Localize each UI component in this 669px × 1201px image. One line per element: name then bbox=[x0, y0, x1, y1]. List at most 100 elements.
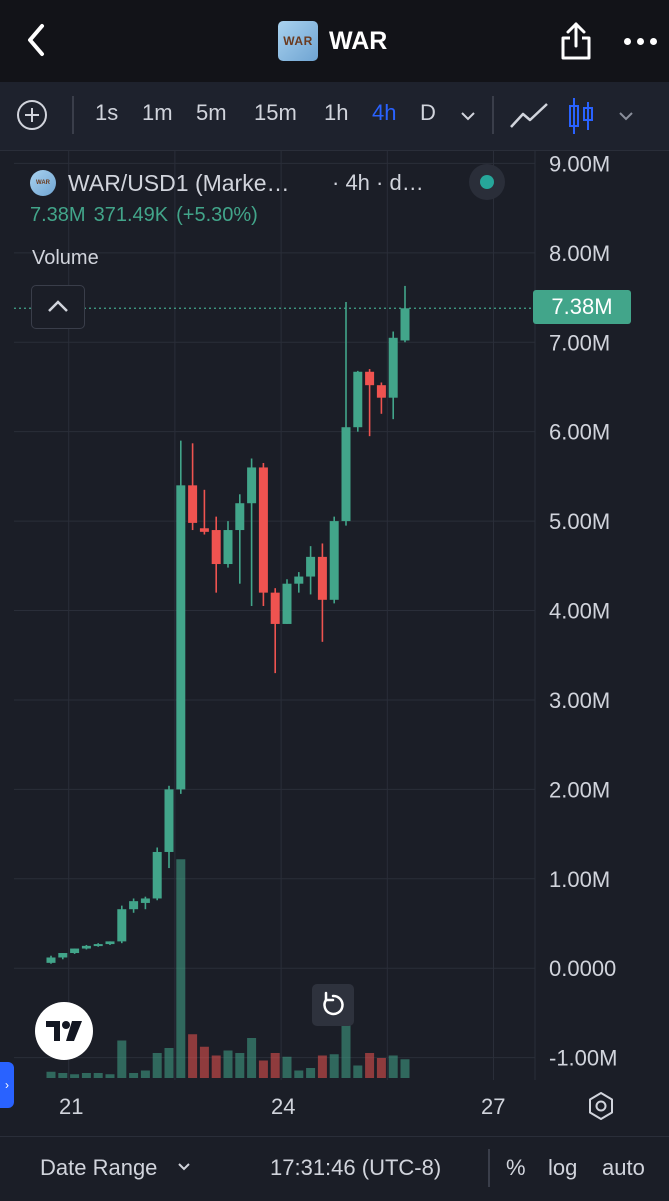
volume-bar bbox=[211, 1055, 221, 1078]
chevron-right-icon: › bbox=[5, 1078, 9, 1092]
interval-5m[interactable]: 5m bbox=[196, 100, 227, 125]
volume-label: Volume bbox=[32, 247, 99, 269]
volume-bar bbox=[329, 1054, 339, 1078]
candle-body bbox=[329, 521, 339, 600]
y-axis-tick: 3.00M bbox=[549, 688, 610, 713]
interval-d[interactable]: D bbox=[420, 100, 436, 125]
token-title: WAR WAR bbox=[278, 20, 387, 62]
price-summary: 7.38M 371.49K (+5.30%) bbox=[30, 204, 424, 227]
volume-bar bbox=[188, 1034, 198, 1078]
candle-body bbox=[188, 485, 198, 523]
candle-body bbox=[46, 957, 56, 963]
volume-bar bbox=[247, 1038, 257, 1078]
y-axis-tick: -1.00M bbox=[549, 1046, 617, 1071]
y-axis-tick: 4.00M bbox=[549, 599, 610, 624]
date-range-chevron-icon[interactable] bbox=[176, 1159, 192, 1175]
price-change: 371.49K bbox=[93, 204, 169, 226]
candle-body bbox=[58, 953, 68, 958]
candle-body bbox=[400, 308, 410, 341]
more-options-icon[interactable] bbox=[620, 24, 660, 58]
interval-1s[interactable]: 1s bbox=[95, 100, 119, 125]
volume-bar bbox=[81, 1073, 91, 1078]
candles-chart-icon[interactable] bbox=[566, 96, 596, 136]
reset-icon bbox=[323, 991, 344, 1016]
line-chart-icon[interactable] bbox=[508, 100, 550, 132]
status-dot bbox=[480, 175, 494, 189]
volume-bar bbox=[235, 1053, 245, 1078]
candle-body bbox=[223, 530, 233, 565]
market-status-indicator[interactable] bbox=[469, 164, 505, 200]
collapse-legend-button[interactable] bbox=[31, 285, 85, 329]
candle-body bbox=[294, 576, 304, 584]
side-panel-toggle[interactable]: › bbox=[0, 1062, 14, 1108]
candle-body bbox=[140, 898, 150, 903]
candle-body bbox=[117, 909, 127, 942]
bottom-bar: Date Range 17:31:46 (UTC-8) % log auto bbox=[0, 1136, 669, 1201]
candle-body bbox=[282, 583, 292, 624]
symbol-meta: · 4h · d… bbox=[332, 170, 424, 195]
candle-body bbox=[199, 528, 209, 532]
volume-bar bbox=[258, 1060, 268, 1078]
token-logo: WAR bbox=[278, 21, 318, 61]
interval-15m[interactable]: 15m bbox=[254, 100, 297, 125]
volume-bar bbox=[58, 1073, 68, 1078]
volume-bar bbox=[388, 1055, 398, 1078]
tradingview-logo-icon[interactable] bbox=[35, 1002, 93, 1060]
candle-body bbox=[105, 941, 115, 945]
timezone-clock[interactable]: 17:31:46 (UTC-8) bbox=[270, 1155, 442, 1180]
candle-body bbox=[235, 503, 245, 531]
candle-body bbox=[376, 385, 386, 398]
candle-body bbox=[306, 556, 316, 577]
volume-bar bbox=[306, 1068, 316, 1078]
share-icon[interactable] bbox=[558, 20, 594, 62]
candle-body bbox=[365, 371, 375, 386]
candle-body bbox=[353, 371, 363, 428]
top-bar: WAR WAR bbox=[0, 0, 669, 82]
candle-body bbox=[93, 944, 103, 947]
candle-body bbox=[70, 948, 80, 954]
candle-body bbox=[129, 901, 139, 910]
candlestick-chart[interactable]: 9.00M 8.00M 7.00M 6.00M 5.00M 4.00M 3.00M 2.00M… bbox=[0, 150, 669, 1085]
log-scale-toggle[interactable]: log bbox=[548, 1155, 578, 1180]
reset-chart-button[interactable] bbox=[312, 984, 354, 1026]
volume-bar bbox=[117, 1040, 127, 1078]
volume-bar bbox=[176, 859, 186, 1078]
chart-toolbar: 1s 1m 5m 15m 1h 4h D bbox=[0, 82, 669, 151]
volume-bar bbox=[129, 1073, 139, 1078]
interval-1h[interactable]: 1h bbox=[324, 100, 349, 125]
volume-bar bbox=[376, 1058, 386, 1078]
symbol-name[interactable]: WAR/USD1 (Marke… bbox=[68, 169, 290, 196]
interval-dropdown-chevron-icon[interactable] bbox=[458, 106, 478, 126]
add-indicator-icon[interactable] bbox=[16, 99, 48, 131]
candle-body bbox=[211, 530, 221, 565]
page-title: WAR bbox=[329, 26, 388, 55]
volume-bar bbox=[223, 1050, 233, 1078]
y-axis-tick: 9.00M bbox=[549, 151, 610, 176]
candle-body bbox=[247, 467, 257, 504]
y-axis-tick: 5.00M bbox=[549, 509, 610, 534]
interval-1m[interactable]: 1m bbox=[142, 100, 173, 125]
interval-4h[interactable]: 4h bbox=[372, 100, 397, 125]
candle-body bbox=[152, 851, 162, 899]
back-chevron-icon[interactable] bbox=[22, 20, 52, 60]
candle-body bbox=[388, 337, 398, 398]
y-axis-tick: 7.00M bbox=[549, 330, 610, 355]
percent-scale-toggle[interactable]: % bbox=[506, 1155, 526, 1180]
candle-body bbox=[164, 789, 174, 852]
y-axis-tick: 6.00M bbox=[549, 420, 610, 445]
x-axis-tick: 27 bbox=[481, 1094, 506, 1119]
y-axis-tick: 2.00M bbox=[549, 777, 610, 802]
volume-bar bbox=[317, 1055, 327, 1078]
chart-settings-icon[interactable] bbox=[586, 1090, 616, 1124]
candle-body bbox=[341, 427, 351, 522]
candle-body bbox=[81, 945, 91, 949]
volume-bar bbox=[365, 1053, 375, 1078]
volume-bar bbox=[46, 1071, 56, 1078]
y-axis-tick: 1.00M bbox=[549, 867, 610, 892]
date-range-button[interactable]: Date Range bbox=[40, 1155, 157, 1181]
chart-type-dropdown-chevron-icon[interactable] bbox=[616, 106, 636, 126]
volume-bar bbox=[282, 1056, 292, 1078]
symbol-logo: WAR bbox=[30, 170, 56, 196]
auto-scale-toggle[interactable]: auto bbox=[602, 1155, 645, 1180]
volume-bar bbox=[152, 1053, 162, 1078]
